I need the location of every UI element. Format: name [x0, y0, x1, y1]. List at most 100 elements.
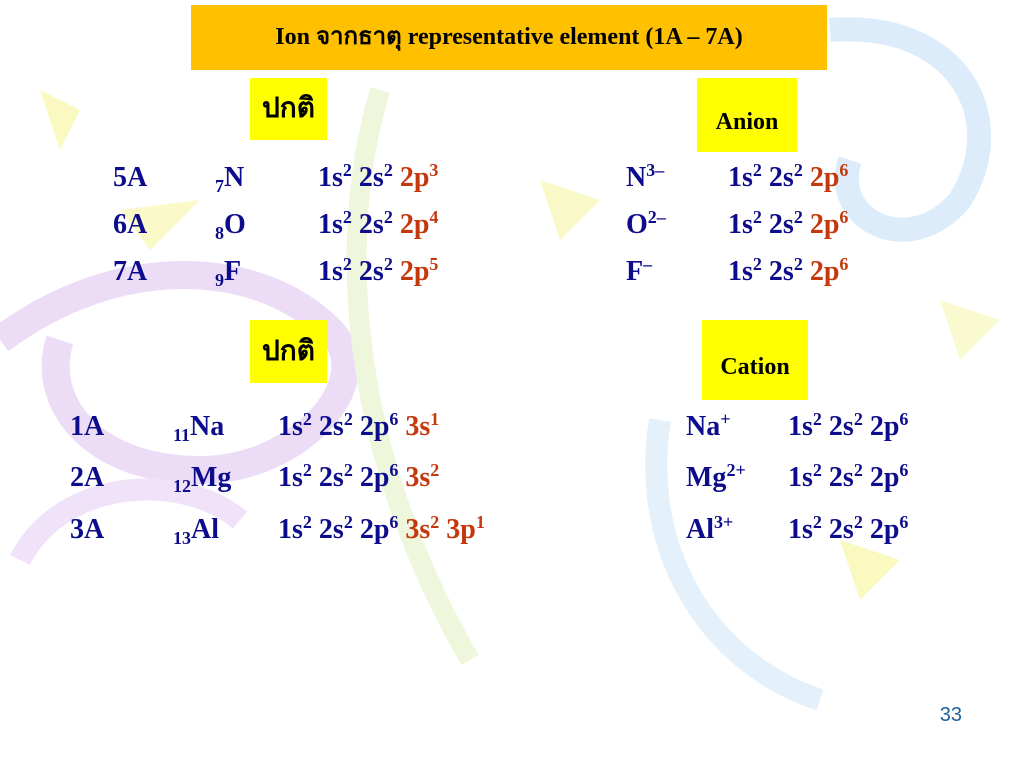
orbital: 2p — [869, 462, 900, 493]
orbital: 2s — [768, 256, 794, 287]
ray — [840, 540, 900, 600]
element-symbol: Mg — [191, 462, 232, 493]
config-term: 2s2 — [359, 255, 393, 287]
electron-count: 5 — [429, 254, 439, 274]
orbital: 2p — [359, 411, 390, 442]
ion-symbol: N — [626, 162, 647, 193]
config-term: 3s2 — [405, 460, 440, 493]
ion: N3– — [626, 160, 664, 196]
electron-count: 6 — [389, 460, 399, 480]
atomic-number: 13 — [173, 528, 191, 548]
config-term: 1s2 — [318, 161, 352, 193]
orbital: 2p — [809, 209, 840, 240]
orbital: 3s — [405, 462, 431, 493]
section-tag: Cation — [702, 320, 808, 400]
group: 6A — [113, 209, 148, 240]
element: 12Mg — [173, 460, 231, 496]
orbital: 2s — [318, 462, 344, 493]
orbital: 1s — [788, 514, 813, 545]
config-term: 2p6 — [869, 512, 909, 545]
electron-count: 2 — [793, 160, 803, 180]
electron-count: 1 — [430, 409, 440, 429]
atomic-number: 12 — [173, 476, 191, 496]
orbital: 1s — [278, 411, 303, 442]
orbital: 3p — [446, 514, 476, 545]
atomic-number: 7 — [215, 176, 224, 196]
element: 7N — [215, 160, 244, 196]
ion-symbol: O — [626, 209, 648, 240]
config-term: 2p6 — [869, 461, 909, 493]
electron-count: 6 — [839, 160, 849, 180]
config-term: 3s1 — [405, 409, 440, 442]
group: 2A — [70, 462, 105, 493]
ion: Mg2+ — [686, 460, 746, 496]
swirl — [10, 478, 248, 566]
configuration: 1s2 2s2 2p3 — [318, 160, 445, 196]
ion-charge: 2– — [647, 207, 666, 227]
orbital: 3s — [405, 514, 431, 545]
ion-charge: 3– — [646, 160, 665, 180]
config-term: 2s2 — [359, 207, 393, 240]
config-term: 1s2 — [788, 461, 822, 493]
config-term: 2p6 — [810, 255, 849, 287]
config-term: 3p1 — [446, 512, 485, 545]
config-term: 1s2 — [318, 254, 352, 287]
electron-count: 6 — [899, 409, 909, 429]
ion: Al3+ — [686, 512, 733, 548]
group: 1A — [70, 411, 105, 442]
electron-count: 2 — [342, 207, 352, 227]
ion-configuration: 1s2 2s2 2p6 — [788, 460, 915, 496]
config-term: 2s2 — [768, 255, 803, 287]
orbital: 2p — [809, 162, 840, 193]
orbital: 1s — [278, 514, 303, 545]
config-term: 1s2 — [788, 513, 822, 545]
ion-symbol: Al — [686, 514, 714, 545]
orbital: 1s — [788, 462, 813, 493]
configuration: 1s2 2s2 2p6 3s1 — [278, 409, 446, 445]
atomic-number: 8 — [215, 223, 224, 243]
orbital: 3s — [405, 411, 431, 442]
orbital: 2p — [869, 514, 900, 545]
config-term: 2p6 — [359, 410, 399, 442]
ion-charge: 2+ — [726, 460, 746, 480]
electron-count: 2 — [342, 254, 352, 274]
configuration: 1s2 2s2 2p4 — [318, 207, 445, 243]
config-term: 1s2 — [728, 207, 762, 240]
config-term: 3s2 — [405, 512, 440, 545]
ion-configuration: 1s2 2s2 2p6 — [728, 160, 855, 196]
config-term: 2s2 — [318, 409, 353, 442]
electron-count: 1 — [475, 512, 485, 532]
orbital: 1s — [728, 256, 753, 287]
electron-count: 2 — [752, 207, 762, 227]
config-term: 2s2 — [769, 207, 803, 240]
orbital: 1s — [728, 162, 753, 193]
electron-count: 2 — [383, 207, 393, 227]
electron-count: 2 — [343, 409, 353, 429]
electron-count: 2 — [430, 460, 440, 480]
orbital: 2p — [399, 162, 430, 193]
orbital: 2s — [358, 162, 384, 193]
element-symbol: Al — [191, 514, 219, 545]
swirl — [829, 17, 992, 242]
swirl — [346, 87, 479, 666]
electron-count: 2 — [430, 512, 440, 532]
electron-count: 6 — [899, 512, 909, 532]
ion-configuration: 1s2 2s2 2p6 — [728, 207, 855, 243]
ray — [40, 90, 80, 150]
ion-charge: 3+ — [714, 512, 734, 532]
electron-count: 2 — [302, 460, 312, 480]
config-term: 1s2 — [278, 410, 312, 442]
electron-count: 2 — [343, 460, 353, 480]
electron-count: 2 — [793, 207, 803, 227]
element-symbol: F — [224, 256, 242, 287]
electron-count: 6 — [839, 207, 849, 227]
config-term: 1s2 — [788, 410, 822, 442]
element-symbol: O — [224, 209, 246, 240]
orbital: 2p — [869, 411, 900, 442]
page-number: 33 — [939, 704, 962, 726]
element: 8O — [215, 207, 246, 243]
orbital: 2s — [318, 411, 344, 442]
configuration: 1s2 2s2 2p6 3s2 3p1 — [278, 512, 492, 548]
config-term: 2p6 — [360, 513, 399, 545]
ion: O2– — [626, 207, 666, 243]
